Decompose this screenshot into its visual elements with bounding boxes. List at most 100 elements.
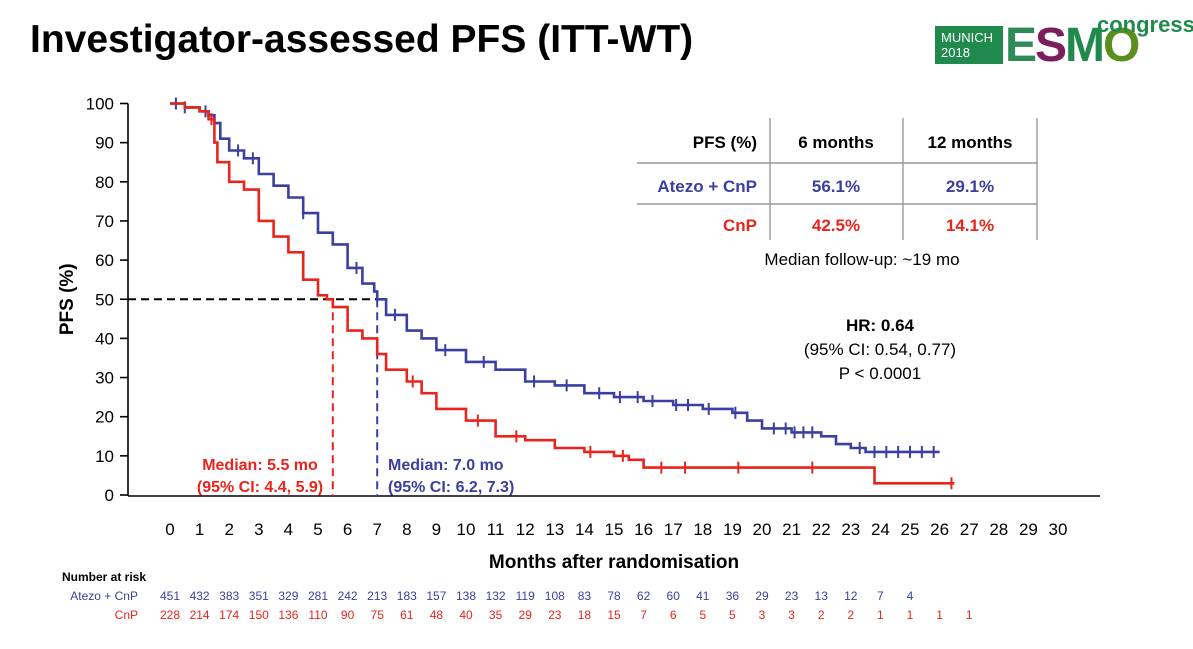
risk-value: 2 — [818, 608, 825, 622]
x-tick-label: 10 — [457, 520, 476, 539]
risk-value: 18 — [578, 608, 592, 622]
x-tick-label: 5 — [313, 520, 322, 539]
risk-value: 78 — [607, 589, 621, 603]
risk-value: 15 — [607, 608, 621, 622]
y-tick-label: 90 — [95, 134, 114, 153]
median-reference-lines — [128, 298, 379, 496]
x-tick-label: 8 — [402, 520, 411, 539]
risk-value: 2 — [847, 608, 854, 622]
risk-value: 132 — [486, 589, 506, 603]
x-tick-label: 29 — [1019, 520, 1038, 539]
atezo-median-ci-label: (95% CI: 6.2, 7.3) — [388, 479, 514, 496]
risk-value: 6 — [670, 608, 677, 622]
cnp-median-ci-label: (95% CI: 4.4, 5.9) — [197, 479, 323, 496]
risk-table-title: Number at risk — [62, 570, 146, 584]
risk-value: 329 — [278, 589, 298, 603]
table-cell: 42.5% — [812, 216, 860, 235]
risk-value: 36 — [726, 589, 740, 603]
chart-labels: Median: 5.5 mo (95% CI: 4.4, 5.9) Median: … — [197, 250, 960, 496]
risk-value: 35 — [489, 608, 503, 622]
risk-value: 281 — [308, 589, 328, 603]
risk-value: 1 — [936, 608, 943, 622]
y-axis-label: PFS (%) — [57, 263, 78, 335]
p-value-label: P < 0.0001 — [839, 364, 921, 383]
cnp-curve — [170, 102, 955, 485]
logo-brand-e: E — [1005, 19, 1037, 72]
atezo-median-label: Median: 7.0 mo — [388, 457, 504, 474]
risk-value: 4 — [907, 589, 914, 603]
risk-value: 23 — [548, 608, 562, 622]
x-tick-label: 1 — [195, 520, 204, 539]
x-tick-label: 22 — [812, 520, 831, 539]
risk-value: 60 — [667, 589, 681, 603]
x-tick-label: 25 — [901, 520, 920, 539]
risk-value: 214 — [190, 608, 210, 622]
risk-value: 40 — [459, 608, 473, 622]
x-tick-label: 11 — [487, 520, 505, 539]
cnp-median-label: Median: 5.5 mo — [202, 457, 318, 474]
hr-ci-label: (95% CI: 0.54, 0.77) — [804, 340, 956, 359]
followup-label: Median follow-up: ~19 mo — [764, 250, 959, 269]
risk-value: 13 — [815, 589, 829, 603]
risk-value: 1 — [966, 608, 973, 622]
x-tick-label: 14 — [575, 520, 594, 539]
risk-row-label: CnP — [115, 608, 138, 622]
x-tick-label: 3 — [254, 520, 263, 539]
risk-value: 228 — [160, 608, 180, 622]
table-row-label: Atezo + CnP — [657, 177, 757, 196]
risk-value: 108 — [545, 589, 565, 603]
x-tick-label: 28 — [989, 520, 1008, 539]
risk-value: 5 — [699, 608, 706, 622]
table-cell: 14.1% — [946, 216, 994, 235]
x-tick-label: 13 — [545, 520, 564, 539]
risk-value: 75 — [371, 608, 385, 622]
x-tick-label: 12 — [516, 520, 535, 539]
risk-value: 7 — [877, 589, 884, 603]
risk-value: 61 — [400, 608, 414, 622]
x-tick-label: 15 — [605, 520, 624, 539]
risk-value: 136 — [278, 608, 298, 622]
y-tick-label: 10 — [95, 447, 114, 466]
risk-value: 62 — [637, 589, 651, 603]
risk-value: 12 — [844, 589, 858, 603]
x-tick-label: 27 — [960, 520, 979, 539]
risk-value: 48 — [430, 608, 444, 622]
x-tick-label: 4 — [284, 520, 293, 539]
y-tick-label: 30 — [95, 369, 114, 388]
risk-value: 23 — [785, 589, 799, 603]
x-tick-label: 7 — [372, 520, 381, 539]
y-tick-label: 80 — [95, 173, 114, 192]
y-tick-label: 70 — [95, 212, 114, 231]
x-tick-label: 9 — [432, 520, 441, 539]
risk-value: 157 — [426, 589, 446, 603]
table-header-cell: 6 months — [798, 133, 874, 152]
risk-value: 90 — [341, 608, 355, 622]
table-header-cell: 12 months — [927, 133, 1012, 152]
risk-value: 138 — [456, 589, 476, 603]
risk-value: 150 — [249, 608, 269, 622]
logo-brand-s: S — [1035, 19, 1067, 72]
x-tick-label: 24 — [871, 520, 890, 539]
esmo-logo: MUNICH 2018 ESMO congress — [935, 12, 1193, 72]
table-header-cell: PFS (%) — [693, 133, 757, 152]
logo-brand-m: M — [1065, 19, 1105, 72]
x-tick-label: 6 — [343, 520, 352, 539]
logo-city-box: MUNICH 2018 — [935, 26, 1003, 64]
risk-value: 383 — [219, 589, 239, 603]
y-tick-label: 60 — [95, 251, 114, 270]
table-cell: 29.1% — [946, 177, 994, 196]
x-tick-label: 16 — [634, 520, 653, 539]
risk-value: 110 — [308, 608, 327, 622]
y-tick-label: 40 — [95, 329, 114, 348]
x-tick-label: 21 — [782, 520, 801, 539]
y-tick-label: 100 — [86, 95, 114, 114]
logo-city: MUNICH — [941, 30, 993, 45]
logo-brand-o: O — [1103, 19, 1140, 72]
x-tick-label: 23 — [841, 520, 860, 539]
risk-value: 1 — [877, 608, 884, 622]
y-tick-label: 0 — [105, 486, 114, 505]
table-cell: 56.1% — [812, 177, 860, 196]
x-tick-label: 17 — [664, 520, 683, 539]
x-tick-label: 0 — [165, 520, 174, 539]
x-tick-label: 18 — [693, 520, 712, 539]
